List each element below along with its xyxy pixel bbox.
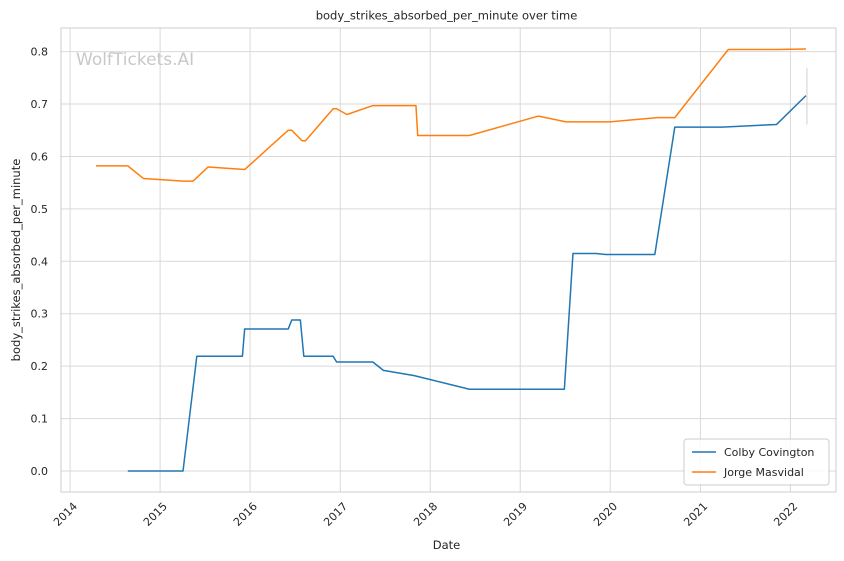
plot-frame: [60, 27, 837, 493]
x-tick-label: 2016: [231, 500, 260, 529]
legend-box: [683, 438, 830, 486]
y-tick-label: 0.7: [31, 98, 49, 111]
y-tick-label: 0.6: [31, 150, 49, 163]
x-tick-label: 2015: [141, 500, 170, 529]
series-line-colby-covington: [127, 95, 807, 472]
x-tick-label: 2019: [501, 500, 530, 529]
series-lines: [96, 48, 807, 472]
legend: Colby Covington Jorge Masvidal: [683, 438, 830, 486]
x-tick-label: 2014: [51, 500, 80, 529]
watermark-text: WolfTickets.AI: [76, 50, 194, 70]
y-tick-label: 0.5: [31, 203, 49, 216]
y-tick-label: 0.1: [31, 413, 49, 426]
x-tick-label: 2022: [771, 500, 800, 529]
legend-label-colby-covington: Colby Covington: [724, 446, 814, 459]
y-tick-label: 0.3: [31, 308, 49, 321]
x-tick-label: 2021: [681, 500, 710, 529]
y-axis-label: body_strikes_absorbed_per_minute: [9, 159, 23, 362]
x-tick-label: 2018: [411, 500, 440, 529]
series-line-jorge-masvidal: [96, 48, 806, 182]
grid-lines: [61, 28, 836, 492]
x-tick-label: 2017: [321, 500, 350, 529]
legend-label-jorge-masvidal: Jorge Masvidal: [723, 466, 804, 479]
y-tick-label: 0.2: [31, 360, 49, 373]
x-tick-label: 2020: [591, 500, 620, 529]
y-tick-label: 0.0: [31, 465, 49, 478]
chart-title: body_strikes_absorbed_per_minute over ti…: [316, 9, 578, 23]
y-tick-label: 0.4: [31, 255, 49, 268]
x-axis-label: Date: [433, 538, 461, 552]
y-tick-label: 0.8: [31, 46, 49, 59]
